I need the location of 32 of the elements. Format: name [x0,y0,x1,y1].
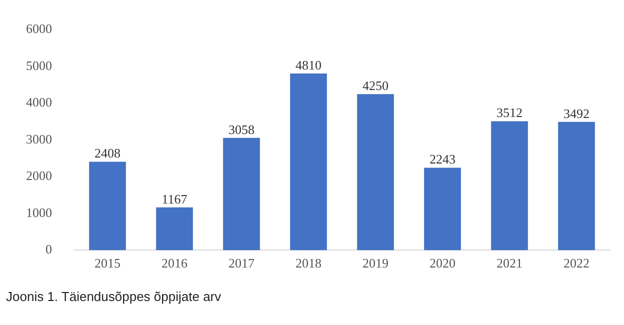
y-tick-label: 4000 [26,94,52,110]
x-tick-label: 2019 [362,255,388,270]
x-tick-label: 2016 [162,255,188,270]
bar [290,74,327,250]
x-tick-label: 2015 [94,255,120,270]
y-tick-label: 6000 [26,21,52,36]
x-tick-label: 2022 [564,255,590,270]
x-tick-label: 2020 [430,255,456,270]
text: Joonis 1. Täiendusõppes õppijate arv [6,289,222,304]
bar [357,94,394,250]
x-tick-label: 2018 [296,255,322,270]
data-label: 1167 [162,191,188,206]
y-tick-label: 5000 [26,58,52,73]
data-label: 2408 [94,146,120,161]
x-tick-label: 2017 [228,255,255,270]
x-tick-label: 2021 [496,255,522,270]
bar [223,138,260,250]
data-label: 4810 [296,57,322,72]
y-tick-label: 0 [46,242,52,257]
data-label: 3492 [564,106,590,121]
data-label: 2243 [430,152,456,167]
y-tick-label: 1000 [26,204,52,220]
data-label: 3512 [496,105,522,120]
bar [558,122,595,250]
y-tick-label: 3000 [26,131,52,146]
bar [156,207,193,250]
bar [491,121,528,250]
bar [424,168,461,250]
bar [89,162,126,250]
data-label: 3058 [228,122,254,137]
data-label: 4250 [362,78,388,94]
y-tick-label: 2000 [26,168,52,184]
